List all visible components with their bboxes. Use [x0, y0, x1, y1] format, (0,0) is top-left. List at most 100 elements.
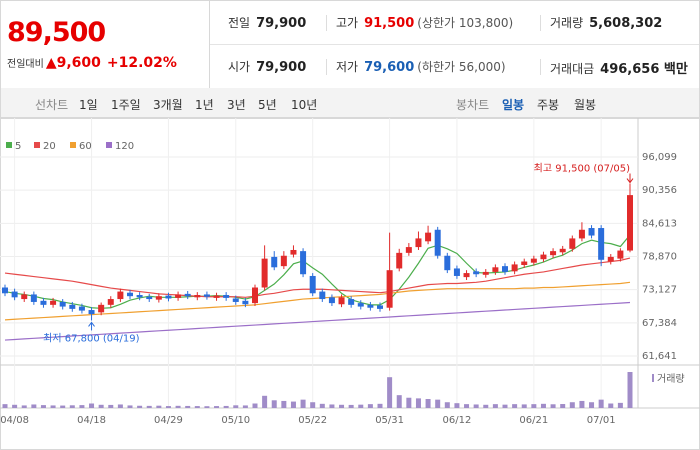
tab[interactable]: 3년 — [227, 98, 246, 112]
volume-bar — [40, 405, 46, 408]
candle-body — [521, 261, 528, 265]
info-label: 고가 — [336, 16, 359, 30]
volume-bar — [425, 399, 431, 408]
candle-body — [30, 294, 37, 302]
candle-body — [280, 255, 287, 267]
info-label: 저가 — [336, 60, 359, 74]
candle-body — [386, 270, 393, 308]
max-arrow-head — [626, 178, 634, 184]
legend-swatch — [34, 142, 40, 148]
candle-body — [21, 294, 28, 300]
info-cell: 시가 79,900 — [228, 58, 306, 75]
candle-body — [377, 305, 383, 309]
volume-bar — [454, 403, 460, 408]
candle-body — [271, 256, 278, 268]
legend-label: 5 — [15, 141, 21, 152]
volume-label: 거래량 — [657, 373, 685, 385]
x-tick-label: 07/01 — [587, 415, 616, 426]
volume-bar — [271, 400, 277, 408]
volume-bar — [156, 405, 162, 408]
candle-body — [453, 268, 460, 276]
candle-body — [578, 229, 585, 239]
min-arrow-head — [88, 321, 95, 327]
candle-body — [146, 296, 153, 300]
volume-bar — [310, 402, 316, 408]
tab[interactable]: 5년 — [258, 98, 277, 112]
volume-bar — [242, 405, 248, 408]
ma-line — [4, 257, 631, 298]
ma-line — [4, 301, 631, 341]
candle-body — [598, 228, 605, 260]
candle-body — [40, 300, 47, 305]
volume-bar — [473, 404, 479, 408]
candle-body — [367, 304, 374, 308]
candle-body — [588, 228, 595, 236]
x-tick-label: 06/21 — [519, 415, 548, 426]
volume-bar — [262, 395, 268, 408]
info-value: 91,500 — [364, 16, 415, 31]
info-value: 496,656 백만 — [600, 62, 688, 77]
candle-body — [425, 232, 432, 242]
y-tick-label: 67,384 — [642, 318, 677, 329]
candle-body — [165, 295, 172, 299]
volume-bar — [127, 405, 133, 408]
volume-bar — [367, 404, 373, 408]
tab[interactable]: 1주일 — [111, 98, 141, 112]
volume-bar — [214, 406, 220, 408]
change: 전일대비 ▲9,600 +12.02% — [7, 55, 183, 71]
volume-bar — [617, 402, 623, 408]
candle-body — [175, 294, 182, 298]
candle-body — [136, 295, 143, 298]
candle-body — [415, 238, 422, 248]
x-tick-label: 05/22 — [298, 415, 327, 426]
volume-bar — [492, 404, 498, 408]
candle-body — [511, 264, 518, 272]
tab[interactable]: 3개월 — [153, 98, 183, 112]
tab[interactable]: 주봉 — [537, 98, 560, 112]
change-pct: +12.02% — [106, 55, 177, 71]
tab-group-label: 선차트 — [35, 98, 69, 112]
volume-bar — [502, 404, 508, 408]
volume-bar — [12, 404, 18, 408]
tab[interactable]: 1년 — [195, 98, 214, 112]
volume-bar — [406, 397, 412, 408]
volume-bar — [165, 406, 171, 408]
volume-bar — [339, 404, 345, 408]
volume-bar — [117, 404, 123, 408]
volume-bar — [521, 404, 527, 408]
volume-bar — [550, 404, 556, 408]
candle-body — [50, 300, 57, 305]
candle-body — [232, 298, 239, 302]
volume-bar — [348, 404, 354, 408]
volume-bar — [377, 403, 383, 408]
divider — [326, 59, 327, 75]
tab[interactable]: 일봉 — [502, 98, 525, 112]
info-cell: 거래량 5,608,302 — [550, 14, 662, 31]
candle-body — [117, 291, 124, 300]
volume-bar — [579, 400, 585, 408]
tab-group-label: 봉차트 — [456, 98, 490, 112]
tab-bar: 선차트 1일 1주일 3개월 1년 3년 5년 10년 봉차트 일봉 주봉 월봉 — [0, 88, 700, 118]
tab[interactable]: 10년 — [291, 98, 318, 112]
volume-bar — [464, 404, 470, 408]
candle-body — [396, 252, 403, 269]
volume-bar — [387, 377, 393, 408]
tab[interactable]: 1일 — [79, 98, 98, 112]
info-value: 79,900 — [256, 60, 307, 75]
volume-bar — [146, 405, 152, 408]
volume-bar — [396, 395, 402, 408]
tab[interactable]: 월봉 — [574, 98, 597, 112]
y-tick-label: 84,613 — [642, 218, 677, 229]
volume-bar — [2, 404, 8, 408]
info-cell: 고가 91,500 (상한가 103,800) — [336, 14, 513, 31]
ma-line — [4, 281, 631, 321]
candle-body — [78, 306, 85, 311]
change-value: ▲9,600 — [45, 55, 101, 71]
max-annotation: 최고 91,500 (07/05) — [534, 163, 630, 175]
info-label: 시가 — [228, 60, 251, 74]
legend-swatch — [6, 142, 12, 148]
volume-bar — [108, 404, 114, 408]
candle-body — [530, 258, 537, 263]
info-cell: 거래대금 496,656 백만 — [550, 58, 688, 77]
